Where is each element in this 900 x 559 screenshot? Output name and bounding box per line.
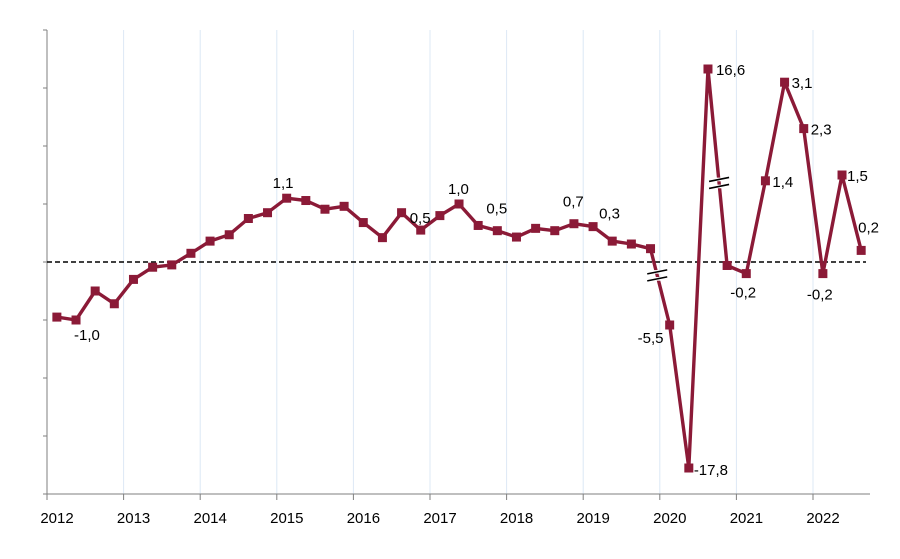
data-label: -0,2 bbox=[807, 287, 833, 304]
data-point bbox=[148, 262, 158, 272]
data-point bbox=[837, 170, 847, 180]
data-label: -5,5 bbox=[638, 330, 664, 347]
axis-break-slash bbox=[708, 183, 730, 190]
data-label: 2,3 bbox=[811, 122, 832, 139]
x-tick-label: 2019 bbox=[577, 510, 610, 527]
data-point bbox=[90, 286, 100, 296]
data-point bbox=[741, 269, 751, 279]
data-point bbox=[128, 274, 138, 284]
x-tick-label: 2015 bbox=[270, 510, 303, 527]
data-label: 1,1 bbox=[273, 175, 294, 192]
data-point bbox=[780, 77, 790, 87]
data-point bbox=[109, 299, 119, 309]
data-point bbox=[416, 225, 426, 235]
data-label: 1,4 bbox=[772, 174, 793, 191]
x-tick-label: 2018 bbox=[500, 510, 533, 527]
data-point bbox=[224, 230, 234, 240]
data-label: 3,1 bbox=[792, 75, 813, 92]
data-point bbox=[358, 218, 368, 228]
data-point bbox=[799, 124, 809, 134]
data-point bbox=[282, 193, 292, 203]
data-label: 0,7 bbox=[563, 194, 584, 211]
data-point bbox=[377, 233, 387, 243]
data-point bbox=[205, 236, 215, 246]
data-point bbox=[397, 208, 407, 218]
data-point bbox=[531, 223, 541, 233]
x-tick-label: 2020 bbox=[653, 510, 686, 527]
data-point bbox=[263, 208, 273, 218]
x-tick-label: 2017 bbox=[423, 510, 456, 527]
x-tick-labels: 2012 2013 2014 2015 2016 2017 2018 2019 2020 2021… bbox=[40, 510, 839, 527]
data-point bbox=[646, 244, 656, 254]
data-point bbox=[473, 220, 483, 230]
data-point bbox=[722, 260, 732, 270]
data-point bbox=[607, 236, 617, 246]
data-point bbox=[511, 232, 521, 242]
x-tick-label: 2021 bbox=[730, 510, 763, 527]
tick-marks bbox=[43, 29, 814, 500]
data-label: -0,2 bbox=[730, 285, 756, 302]
x-tick-label: 2013 bbox=[117, 510, 150, 527]
data-point bbox=[588, 222, 598, 232]
data-label: -17,8 bbox=[694, 462, 728, 479]
axis-break-slash bbox=[647, 269, 668, 275]
data-point bbox=[186, 248, 196, 258]
series-markers bbox=[52, 64, 866, 473]
data-label: 0,2 bbox=[858, 219, 879, 236]
data-label: 1,5 bbox=[847, 168, 868, 185]
x-tick-label: 2022 bbox=[806, 510, 839, 527]
data-point bbox=[569, 219, 579, 229]
x-tick-label: 2016 bbox=[347, 510, 380, 527]
data-point bbox=[818, 269, 828, 279]
data-point bbox=[684, 463, 694, 473]
data-point bbox=[167, 260, 177, 270]
x-tick-label: 2014 bbox=[194, 510, 227, 527]
data-label: 0,3 bbox=[599, 206, 620, 223]
data-labels: -1,0 1,1 0,5 1,0 0,5 0,7 0,3 -5,5 -17,8 16,6 -0,2 1… bbox=[74, 62, 879, 479]
axis-break-slash bbox=[708, 176, 730, 183]
data-label: 1,0 bbox=[448, 181, 469, 198]
data-point bbox=[71, 315, 81, 325]
data-point bbox=[492, 226, 502, 236]
data-point bbox=[626, 239, 636, 249]
data-point bbox=[52, 312, 62, 322]
data-point bbox=[339, 201, 349, 211]
series-line bbox=[56, 67, 863, 470]
data-point bbox=[665, 320, 675, 330]
data-label: 0,5 bbox=[486, 201, 507, 218]
data-point bbox=[243, 214, 253, 223]
axis-break-markers bbox=[646, 176, 731, 282]
data-label: -1,0 bbox=[74, 327, 100, 344]
x-tick-label: 2012 bbox=[40, 510, 73, 527]
data-point bbox=[760, 176, 770, 186]
data-point bbox=[320, 204, 330, 214]
data-point bbox=[703, 64, 713, 74]
data-label: 0,5 bbox=[410, 210, 431, 227]
data-point bbox=[856, 245, 866, 255]
data-point bbox=[550, 226, 560, 236]
data-point bbox=[454, 199, 464, 209]
data-label: 16,6 bbox=[716, 62, 745, 79]
axis-break-slash bbox=[647, 276, 668, 282]
data-point bbox=[435, 211, 445, 221]
data-point bbox=[301, 196, 311, 206]
